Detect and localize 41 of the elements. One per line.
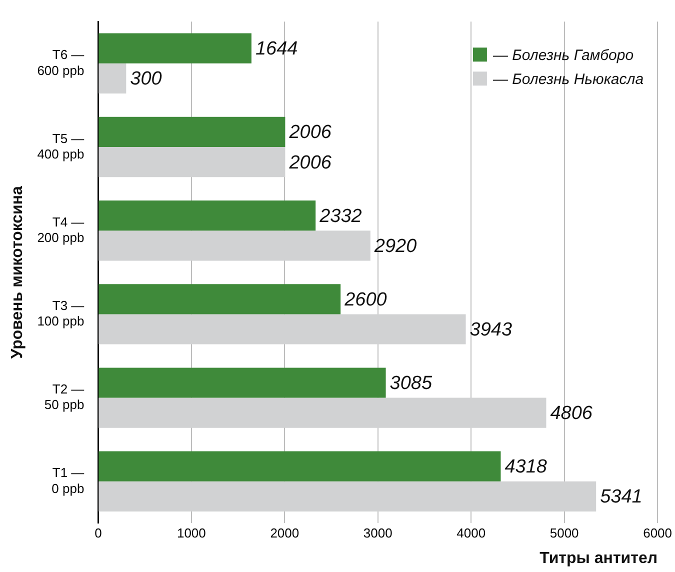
y-tick-label: T4 — 200 ppb — [37, 214, 84, 245]
x-axis-title: Титры антител — [540, 550, 658, 567]
y-tick-label: T2 — 50 ppb — [44, 382, 84, 412]
bar — [98, 284, 341, 314]
data-label: 300 — [130, 68, 162, 90]
bar — [98, 481, 596, 512]
y-tick-label: T3 — 100 ppb — [37, 298, 84, 329]
data-label: 3943 — [470, 320, 512, 341]
y-tick-label: T5 — 400 ppb — [37, 130, 84, 162]
bar — [98, 398, 546, 428]
data-label: 2006 — [288, 152, 332, 174]
bar — [98, 116, 286, 147]
legend-label: — Болезнь Ньюкасла — [492, 70, 644, 88]
data-label: 5341 — [600, 486, 642, 508]
y-tick-label: T1 — 0 ppb — [52, 465, 84, 496]
data-label: 2006 — [288, 122, 332, 144]
bar — [98, 147, 286, 178]
data-label: 2920 — [373, 236, 418, 257]
bar — [98, 230, 370, 261]
data-label: 1644 — [255, 38, 298, 60]
x-tick-label: 5000 — [550, 526, 579, 541]
x-tick-label: 0 — [94, 526, 102, 541]
x-tick-label: 6000 — [643, 526, 672, 541]
legend-label: — Болезнь Гамборо — [492, 46, 634, 64]
x-tick-label: 4000 — [456, 526, 486, 541]
x-tick-label: 1000 — [176, 526, 206, 541]
x-tick-label: 2000 — [270, 526, 300, 541]
data-label: 3085 — [390, 373, 432, 394]
bar — [98, 314, 466, 344]
data-label: 4318 — [504, 456, 548, 478]
bar — [98, 451, 501, 482]
bar — [98, 63, 126, 94]
x-tick-label: 3000 — [363, 526, 392, 541]
y-axis-title: Уровень микотоксина — [9, 186, 26, 359]
bar — [98, 200, 316, 231]
data-label: 2600 — [344, 289, 388, 310]
data-label: 2332 — [318, 206, 362, 227]
bar — [98, 33, 252, 64]
bar — [98, 368, 386, 398]
y-tick-label: T6 — 600 ppb — [37, 47, 84, 78]
data-label: 4806 — [550, 403, 593, 424]
